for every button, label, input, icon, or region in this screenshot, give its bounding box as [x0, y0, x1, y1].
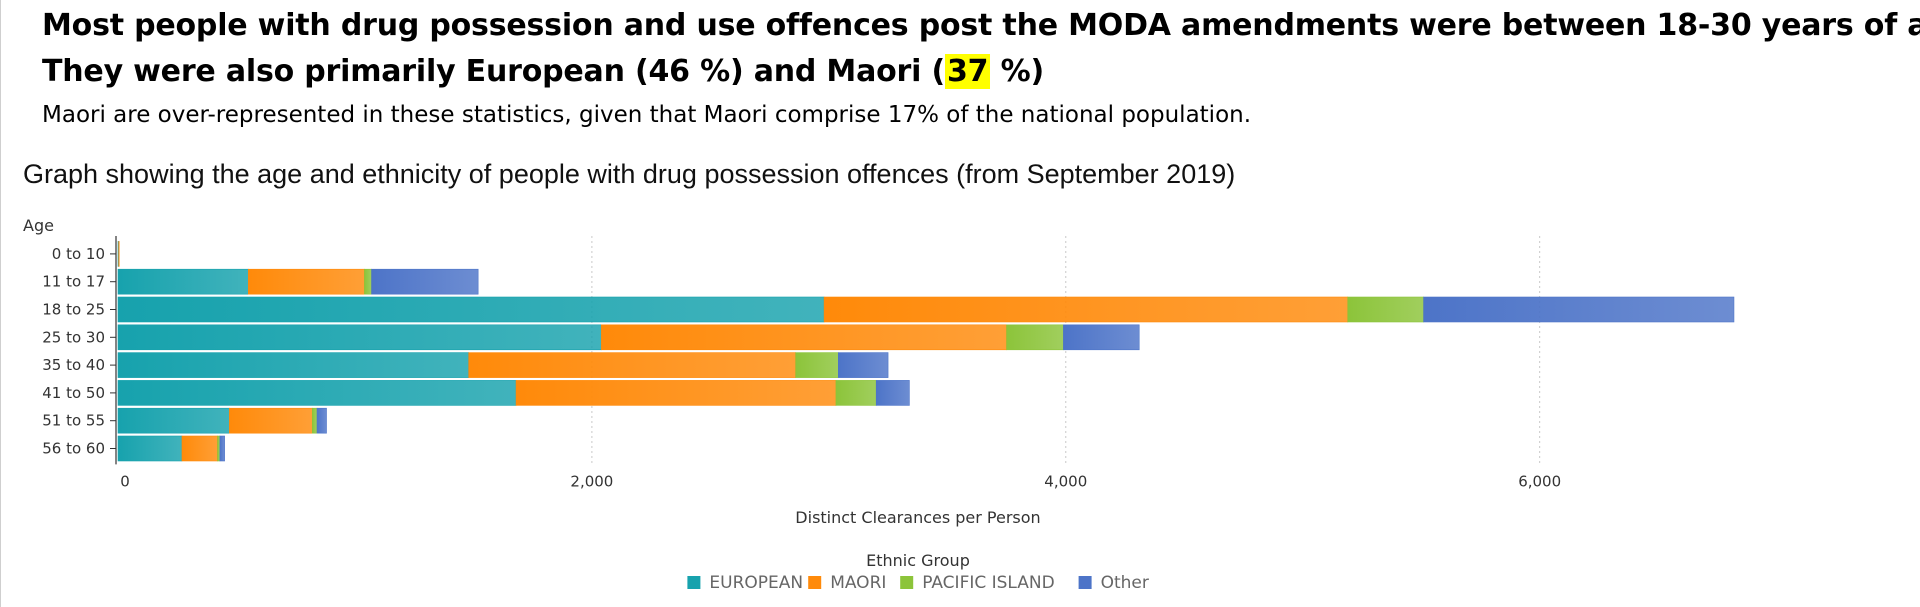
bar-segment [468, 352, 796, 378]
y-tick-label: 35 to 40 [42, 356, 105, 374]
legend-label: Other [1101, 573, 1149, 593]
highlighted-percentage: 37 [944, 54, 991, 89]
bar-segment [838, 352, 889, 378]
bar-segment [117, 380, 517, 406]
legend-label: EUROPEAN [709, 573, 803, 593]
bar-segment [117, 407, 230, 434]
legend-swatch [900, 576, 914, 589]
headline-ethnicity-pre: They were also primarily European (46 %)… [42, 54, 945, 89]
legend-label: PACIFIC ISLAND [922, 573, 1055, 593]
bar-segment [117, 435, 183, 462]
bar-segment [835, 380, 877, 406]
x-tick-label: 6,000 [1518, 472, 1561, 490]
bar-segment [229, 407, 313, 434]
bar-segment [181, 435, 218, 462]
bar-segment [515, 380, 837, 406]
y-tick-label: 11 to 17 [42, 273, 105, 291]
y-axis-label: Age [23, 216, 54, 235]
x-tick-label: 0 [120, 472, 130, 490]
legend-swatch [1078, 576, 1092, 589]
y-tick-label: 41 to 50 [42, 384, 105, 402]
y-tick-label: 56 to 60 [42, 440, 105, 458]
legend: Ethnic Group EUROPEAN MAORI PACIFIC ISLAND… [687, 551, 1149, 593]
bar-segment [118, 241, 120, 267]
bar-segment [248, 268, 365, 295]
bar-segment [219, 435, 225, 462]
subtext: Maori are over-represented in these stat… [42, 102, 1252, 128]
bar-segment [316, 407, 327, 434]
y-axis: Age 0 to 10 11 to 17 18 to 25 25 to 30 35 to… [23, 216, 117, 465]
bar-segment [117, 324, 602, 351]
x-tick-label: 4,000 [1044, 472, 1087, 490]
x-axis-label: Distinct Clearances per Person [795, 508, 1040, 527]
y-tick-label: 51 to 55 [42, 412, 105, 430]
legend-label: MAORI [830, 573, 886, 593]
chart-title: Graph showing the age and ethnicity of p… [23, 159, 1236, 189]
bar-segment [601, 324, 1007, 351]
bar-segment [117, 352, 469, 378]
bar-segment [823, 296, 1349, 323]
legend-swatch [687, 576, 701, 589]
legend-title: Ethnic Group [866, 551, 970, 570]
bar-segment [1063, 324, 1140, 351]
bar-segment [311, 407, 318, 434]
legend-swatch [808, 576, 822, 589]
bar-segment [364, 268, 372, 295]
headline-ethnicity: They were also primarily European (46 %)… [42, 54, 1044, 90]
headline-ethnicity-post: %) [990, 54, 1045, 89]
x-tick-label: 2,000 [570, 472, 613, 490]
bars [117, 241, 1735, 462]
bar-segment [795, 352, 839, 378]
y-tick-label: 0 to 10 [52, 245, 105, 263]
y-tick-label: 18 to 25 [42, 301, 105, 319]
gridlines [591, 236, 1541, 465]
bar-segment [1006, 324, 1064, 351]
bar-segment [1347, 296, 1424, 323]
bar-segment [1423, 296, 1735, 323]
bar-segment [117, 296, 825, 323]
y-tick-label: 25 to 30 [42, 328, 105, 346]
bar-segment [217, 435, 221, 462]
x-axis: Distinct Clearances per Person 0 2,000 4,0… [120, 472, 1561, 527]
headline-age: Most people with drug possession and use… [42, 8, 1920, 43]
bar-segment [117, 268, 249, 295]
bar-segment [875, 380, 910, 406]
bar-segment [371, 268, 479, 295]
